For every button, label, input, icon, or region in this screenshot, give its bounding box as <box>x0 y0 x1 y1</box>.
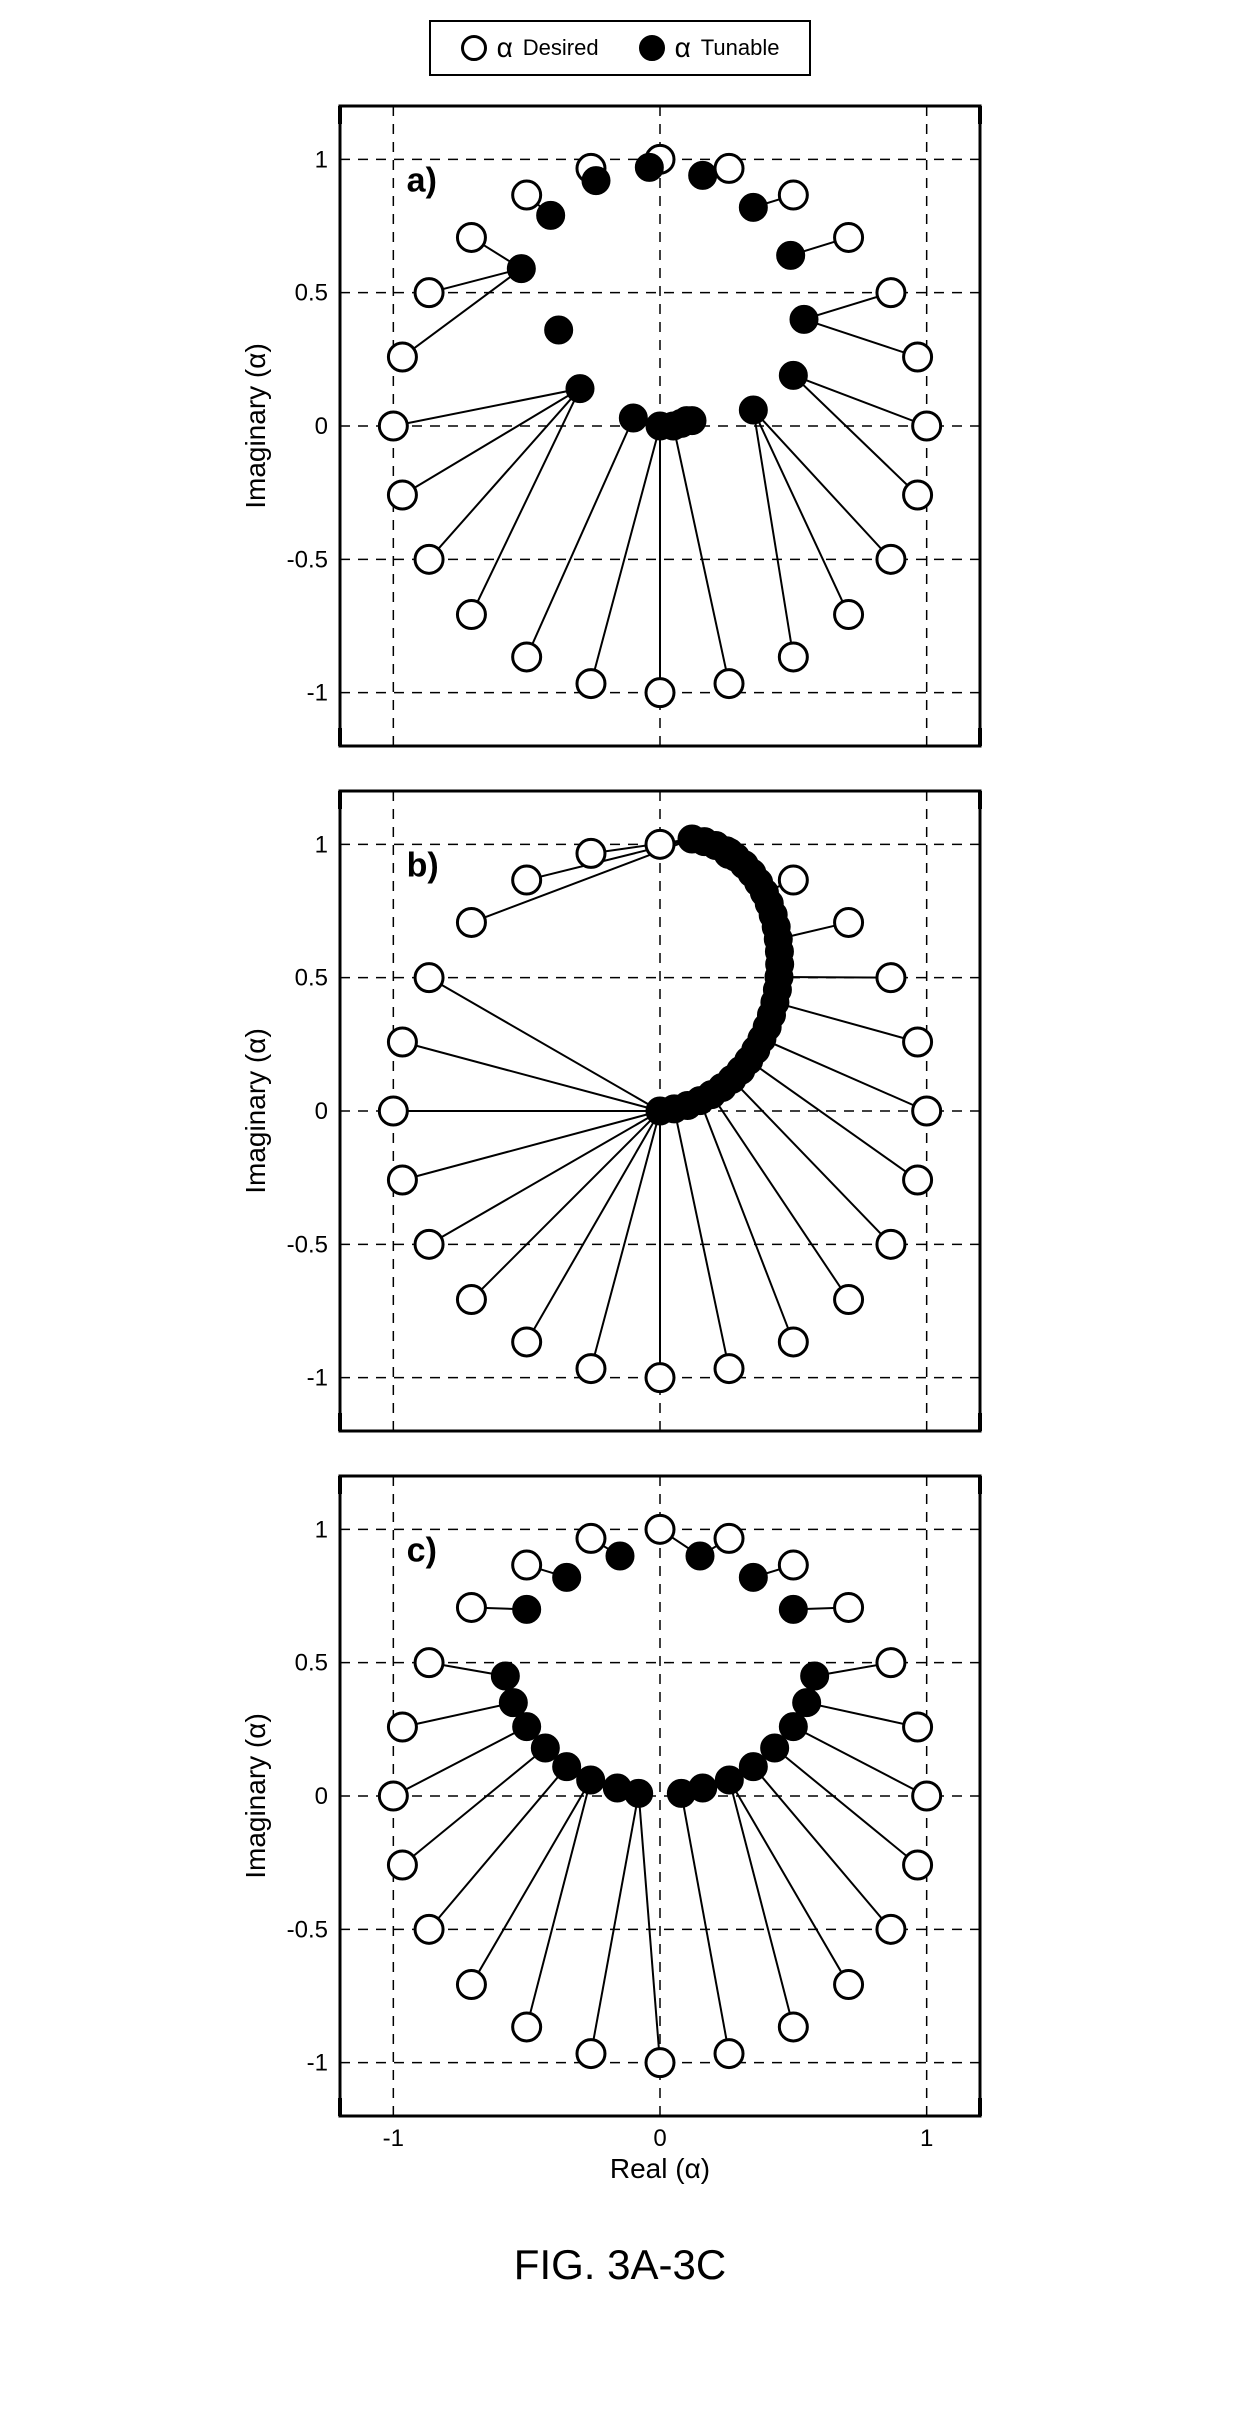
svg-text:1: 1 <box>315 1516 328 1543</box>
svg-text:0: 0 <box>315 1783 328 1810</box>
legend-tunable-sub: Tunable <box>701 35 780 61</box>
legend-tunable-symbol: α <box>675 32 691 64</box>
svg-text:-0.5: -0.5 <box>287 1916 328 1943</box>
tunable-markers <box>507 153 818 440</box>
figure-container: α Desired α Tunable -1 -0.5 0 0.5 1 Imaginary… <box>230 20 1010 2289</box>
svg-text:0.5: 0.5 <box>295 280 328 307</box>
svg-text:1: 1 <box>315 831 328 858</box>
svg-text:-1: -1 <box>383 2125 404 2152</box>
panel-c: -1 -0.5 0 0.5 1 Imaginary (α) -1 0 1 Real (α) c) <box>230 1456 1010 2211</box>
chart-panel-b: -1 -0.5 0 0.5 1 Imaginary (α) b) <box>230 771 1010 1451</box>
svg-text:Imaginary (α): Imaginary (α) <box>240 1713 271 1879</box>
legend-marker-filled-icon <box>639 35 665 61</box>
legend-desired-symbol: α <box>497 32 513 64</box>
chart-panel-c: -1 -0.5 0 0.5 1 Imaginary (α) -1 0 1 Real (α) c) <box>230 1456 1010 2206</box>
chart-panel-a: -1 -0.5 0 0.5 1 Imaginary (α) a) <box>230 86 1010 766</box>
svg-text:0: 0 <box>315 1098 328 1125</box>
svg-text:-0.5: -0.5 <box>287 546 328 573</box>
figure-caption: FIG. 3A-3C <box>514 2241 726 2289</box>
legend-marker-open-icon <box>461 35 487 61</box>
legend-item-desired: α Desired <box>461 32 599 64</box>
svg-text:0.5: 0.5 <box>295 965 328 992</box>
svg-text:Imaginary (α): Imaginary (α) <box>240 343 271 509</box>
svg-text:Real (α): Real (α) <box>610 2153 710 2184</box>
svg-text:0: 0 <box>315 413 328 440</box>
svg-text:1: 1 <box>920 2125 933 2152</box>
svg-text:0: 0 <box>653 2125 666 2152</box>
svg-text:0.5: 0.5 <box>295 1650 328 1677</box>
svg-text:-1: -1 <box>307 1365 328 1392</box>
svg-text:-1: -1 <box>307 2050 328 2077</box>
svg-text:c): c) <box>407 1531 437 1569</box>
tunable-markers <box>646 825 794 1125</box>
svg-text:-0.5: -0.5 <box>287 1231 328 1258</box>
legend-item-tunable: α Tunable <box>639 32 780 64</box>
panels-stack: -1 -0.5 0 0.5 1 Imaginary (α) a) -1 -0.5 0 0.5 1 Im… <box>230 86 1010 2211</box>
svg-text:Imaginary (α): Imaginary (α) <box>240 1028 271 1194</box>
legend: α Desired α Tunable <box>429 20 812 76</box>
svg-text:a): a) <box>407 161 437 199</box>
svg-text:1: 1 <box>315 146 328 173</box>
panel-a: -1 -0.5 0 0.5 1 Imaginary (α) a) <box>230 86 1010 771</box>
svg-text:-1: -1 <box>307 680 328 707</box>
panel-b: -1 -0.5 0 0.5 1 Imaginary (α) b) <box>230 771 1010 1456</box>
svg-text:b): b) <box>407 846 439 884</box>
desired-markers <box>379 1515 940 2076</box>
legend-desired-sub: Desired <box>523 35 599 61</box>
